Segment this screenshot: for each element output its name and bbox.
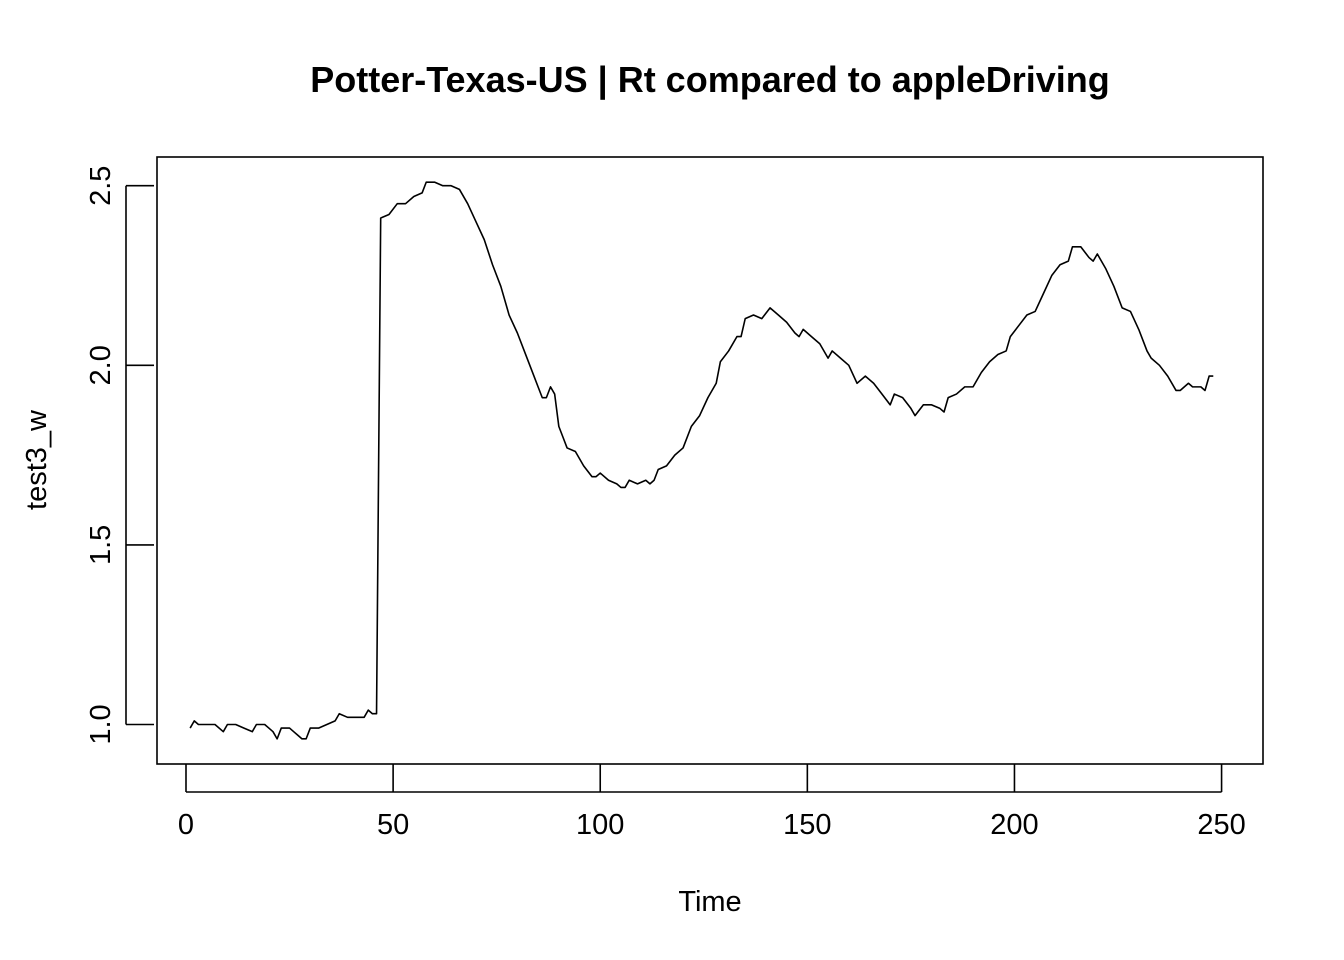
series-line — [189, 181, 1214, 740]
y-axis-label: test3_w — [21, 409, 53, 510]
y-tick-label: 2.5 — [85, 166, 117, 206]
x-tick-label: 0 — [178, 809, 194, 841]
x-tick-label: 200 — [990, 809, 1038, 841]
y-tick-label: 1.5 — [85, 525, 117, 565]
x-axis: 0 50 100 150 200 250 — [178, 764, 1246, 841]
plot-frame — [156, 156, 1264, 765]
y-axis: 1.0 1.5 2.0 2.5 — [85, 166, 154, 745]
x-tick-label: 100 — [576, 809, 624, 841]
x-tick-label: 250 — [1197, 809, 1245, 841]
y-tick-label: 2.0 — [85, 345, 117, 385]
x-tick-label: 150 — [783, 809, 831, 841]
x-axis-label: Time — [678, 886, 741, 918]
x-tick-label: 50 — [377, 809, 409, 841]
chart-title: Potter-Texas-US | Rt compared to appleDr… — [310, 59, 1110, 101]
y-tick-label: 1.0 — [85, 704, 117, 744]
